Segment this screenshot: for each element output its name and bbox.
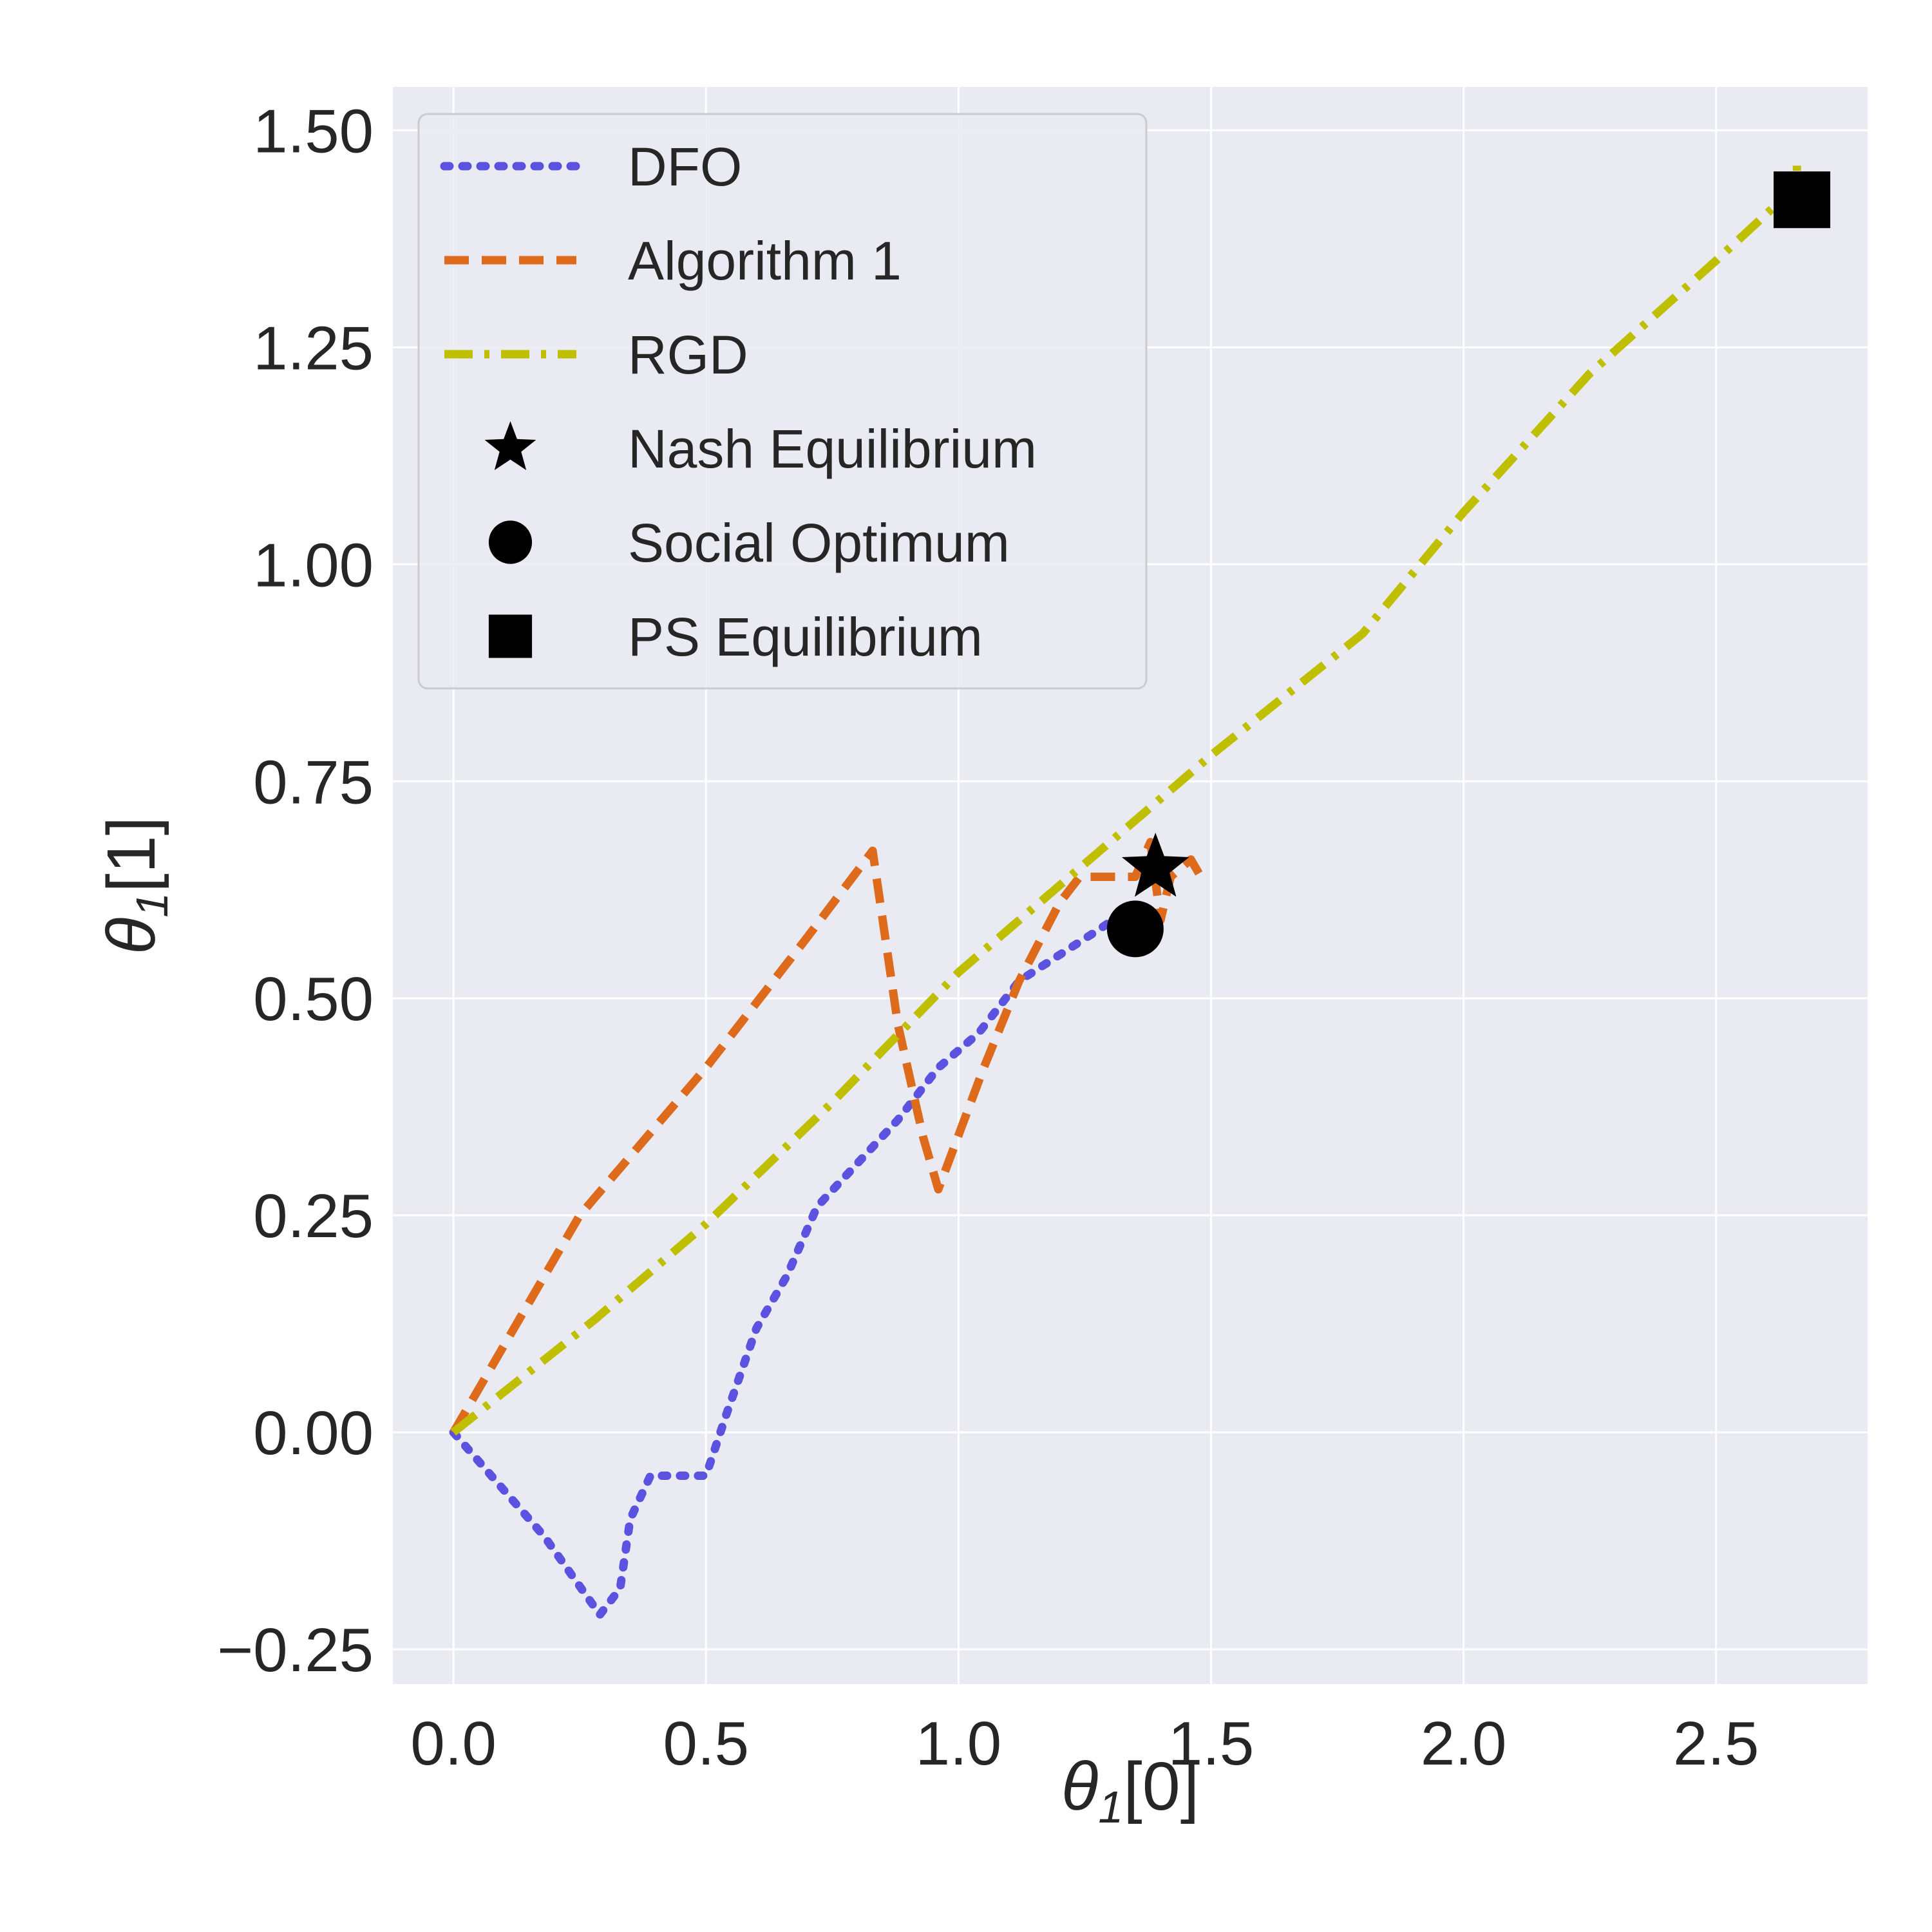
y-tick-label: 0.25 (253, 1182, 374, 1251)
y-tick-label: 1.25 (253, 314, 374, 383)
legend-label: RGD (628, 325, 748, 385)
y-tick-label: −0.25 (217, 1616, 374, 1685)
marker-ps-equilibrium (1774, 171, 1831, 229)
legend-marker (488, 614, 533, 658)
y-axis-ticks: −0.25 0.00 0.25 0.50 0.75 1.00 1.25 1.50 (217, 97, 374, 1685)
legend-marker (488, 520, 533, 564)
marker-layer (1106, 171, 1831, 958)
legend-box (417, 113, 1148, 690)
y-tick-label: 0.50 (253, 965, 374, 1034)
y-axis-label: θ1[1] (93, 817, 177, 954)
x-axis-label: θ1[0] (1061, 1748, 1199, 1832)
x-tick-label: 2.5 (1673, 1709, 1759, 1778)
legend-label: Nash Equilibrium (628, 419, 1037, 479)
x-tick-label: 0.0 (410, 1709, 496, 1778)
legend-marker (484, 421, 536, 470)
x-tick-label: 2.0 (1421, 1709, 1506, 1778)
y-tick-label: 0.75 (253, 748, 374, 817)
legend: DFO Algorithm 1 RGD Nash Equilibrium Social … (417, 113, 1148, 690)
legend-label: PS Equilibrium (628, 607, 983, 667)
x-axis-ticks: 0.0 0.5 1.0 1.5 2.0 2.5 (410, 1709, 1759, 1778)
legend-label: Social Optimum (628, 513, 1010, 573)
y-tick-label: 1.00 (253, 531, 374, 600)
y-tick-label: 0.00 (253, 1399, 374, 1468)
y-tick-label: 1.50 (253, 97, 374, 166)
legend-label: DFO (628, 137, 742, 197)
marker-nash-equilibrium (1121, 833, 1189, 897)
x-tick-label: 1.0 (916, 1709, 1001, 1778)
legend-entries: DFO Algorithm 1 RGD Nash Equilibrium Social … (440, 137, 1037, 667)
legend-label: Algorithm 1 (628, 231, 902, 291)
marker-social-optimum (1106, 900, 1164, 958)
x-tick-label: 1.5 (1168, 1709, 1254, 1778)
x-tick-label: 0.5 (663, 1709, 749, 1778)
series-rgd (451, 156, 1801, 1436)
